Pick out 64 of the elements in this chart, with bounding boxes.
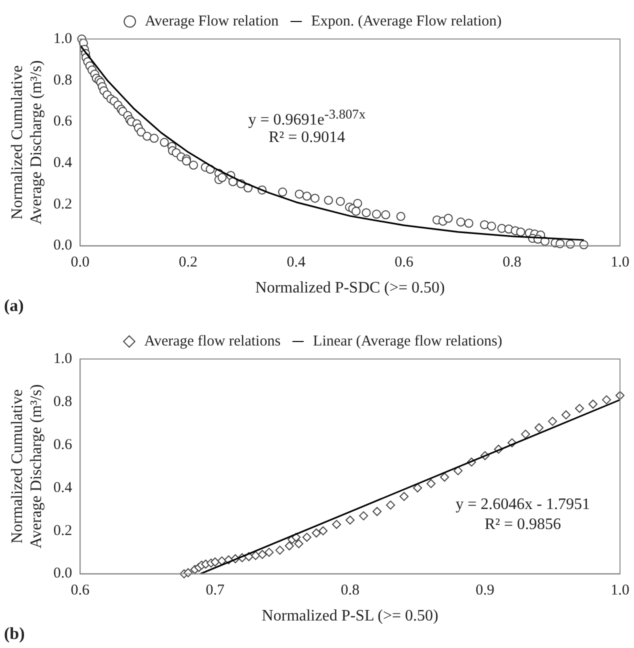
y-tick-label: 0.4 <box>53 155 73 172</box>
y-tick-label: 0.2 <box>53 522 72 539</box>
legend-label: Average flow relations <box>144 333 281 350</box>
x-tick-label: 0.0 <box>70 254 90 271</box>
y-tick-label: 0.8 <box>53 72 72 88</box>
x-tick-label: 0.4 <box>286 254 306 271</box>
point <box>440 472 450 482</box>
x-axis-title: Normalized P-SDC (>= 0.50) <box>255 280 445 297</box>
point <box>318 526 328 536</box>
x-tick-label: 0.7 <box>206 582 225 599</box>
y-tick-label: 0.8 <box>53 394 72 410</box>
point <box>294 539 304 548</box>
point <box>386 500 396 510</box>
text: (b) <box>4 624 25 644</box>
x-tick-label: 0.6 <box>394 254 414 271</box>
y-tick-label: 0.0 <box>53 566 72 582</box>
y-tick-label: 0.2 <box>53 196 72 212</box>
point <box>210 557 220 566</box>
point <box>426 479 436 488</box>
point <box>602 395 612 404</box>
point <box>588 400 598 409</box>
y-tick-label: 0.6 <box>53 436 73 453</box>
text: (a) <box>4 296 24 316</box>
point <box>284 541 294 550</box>
point <box>275 546 284 555</box>
y-tick-label: 0.4 <box>53 480 73 496</box>
point <box>454 466 463 476</box>
point <box>302 532 312 542</box>
point <box>562 410 571 420</box>
point <box>521 430 530 439</box>
annotation: R² = 0.9014 <box>268 128 346 147</box>
point <box>548 416 558 426</box>
x-tick-label: 1.0 <box>610 254 630 271</box>
point <box>264 548 274 557</box>
y-axis-title: Normalized Cumulative Average Discharge (m³/s) <box>8 384 46 548</box>
y-tick-label: 0.6 <box>53 114 73 130</box>
point <box>346 516 355 525</box>
y-tick-label: 0.0 <box>53 238 72 254</box>
x-tick-label: 0.2 <box>178 254 198 271</box>
y-tick-label: 1.0 <box>53 30 72 47</box>
legend-label: Average Flow relation <box>144 13 280 30</box>
point <box>372 507 382 516</box>
x-tick-label: 0.9 <box>476 582 494 599</box>
x-axis-title: Normalized P-SL (>= 0.50) <box>262 608 438 625</box>
x-tick-label: 0.8 <box>502 254 522 271</box>
legend-label: Expon. (Average Flow relation) <box>311 13 502 30</box>
point <box>251 551 260 560</box>
point <box>575 404 584 413</box>
point <box>413 483 422 492</box>
point <box>312 528 321 538</box>
point <box>400 492 409 501</box>
x-tick-label: 0.6 <box>70 582 90 599</box>
point <box>258 550 267 559</box>
legend-label: Linear (Average flow relations) <box>313 333 502 350</box>
annotation: y = 2.6046x - 1.7951 <box>456 496 590 514</box>
point <box>359 511 368 520</box>
x-tick-label: 0.8 <box>340 582 360 599</box>
point <box>332 520 342 529</box>
point <box>534 423 544 432</box>
y-tick-label: 1.0 <box>53 350 72 367</box>
y-axis-title: Normalized Cumulative Average Discharge (m³/s) <box>8 60 46 224</box>
annotation: y = 0.9691e$^{-3.807x}$ <box>248 106 366 130</box>
x-tick-label: 1.0 <box>610 582 630 599</box>
annotation: R² = 0.9856 <box>484 516 562 534</box>
